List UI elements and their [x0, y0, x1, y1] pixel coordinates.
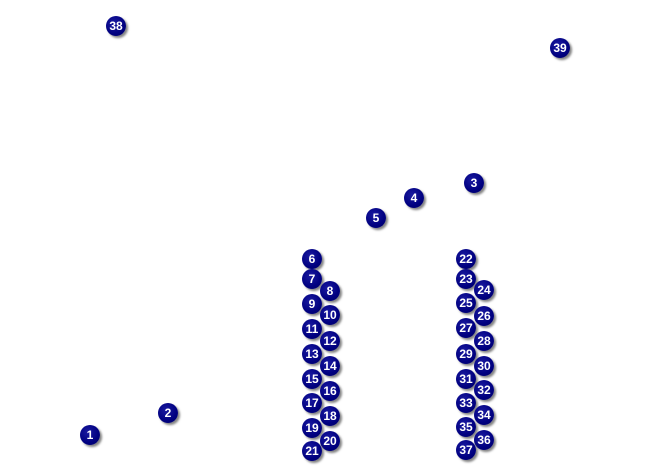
map-marker-31[interactable]: 31 — [456, 369, 476, 389]
map-marker-39[interactable]: 39 — [550, 38, 570, 58]
map-marker-33[interactable]: 33 — [456, 393, 476, 413]
map-marker-16[interactable]: 16 — [320, 381, 340, 401]
map-marker-12[interactable]: 12 — [320, 331, 340, 351]
map-marker-29[interactable]: 29 — [456, 344, 476, 364]
map-marker-11[interactable]: 11 — [302, 319, 322, 339]
map-marker-14[interactable]: 14 — [320, 356, 340, 376]
map-marker-28[interactable]: 28 — [474, 331, 494, 351]
map-marker-26[interactable]: 26 — [474, 306, 494, 326]
map-marker-4[interactable]: 4 — [404, 188, 424, 208]
map-marker-20[interactable]: 20 — [320, 431, 340, 451]
map-marker-30[interactable]: 30 — [474, 356, 494, 376]
map-marker-25[interactable]: 25 — [456, 293, 476, 313]
map-marker-32[interactable]: 32 — [474, 380, 494, 400]
map-marker-27[interactable]: 27 — [456, 318, 476, 338]
map-marker-10[interactable]: 10 — [320, 305, 340, 325]
map-marker-21[interactable]: 21 — [302, 441, 322, 461]
map-marker-36[interactable]: 36 — [474, 430, 494, 450]
map-marker-3[interactable]: 3 — [464, 173, 484, 193]
map-marker-6[interactable]: 6 — [302, 249, 322, 269]
map-marker-17[interactable]: 17 — [302, 393, 322, 413]
map-marker-35[interactable]: 35 — [456, 417, 476, 437]
map-marker-8[interactable]: 8 — [320, 281, 340, 301]
map-marker-37[interactable]: 37 — [456, 440, 476, 460]
map-marker-38[interactable]: 38 — [106, 16, 126, 36]
map-marker-13[interactable]: 13 — [302, 344, 322, 364]
map-marker-18[interactable]: 18 — [320, 406, 340, 426]
map-marker-24[interactable]: 24 — [474, 280, 494, 300]
map-marker-22[interactable]: 22 — [456, 249, 476, 269]
map-marker-23[interactable]: 23 — [456, 269, 476, 289]
map-marker-19[interactable]: 19 — [302, 418, 322, 438]
map-marker-1[interactable]: 1 — [80, 425, 100, 445]
map-marker-7[interactable]: 7 — [302, 269, 322, 289]
map-marker-2[interactable]: 2 — [158, 403, 178, 423]
map-marker-15[interactable]: 15 — [302, 369, 322, 389]
map-marker-5[interactable]: 5 — [366, 208, 386, 228]
map-marker-9[interactable]: 9 — [302, 294, 322, 314]
map-marker-34[interactable]: 34 — [474, 405, 494, 425]
